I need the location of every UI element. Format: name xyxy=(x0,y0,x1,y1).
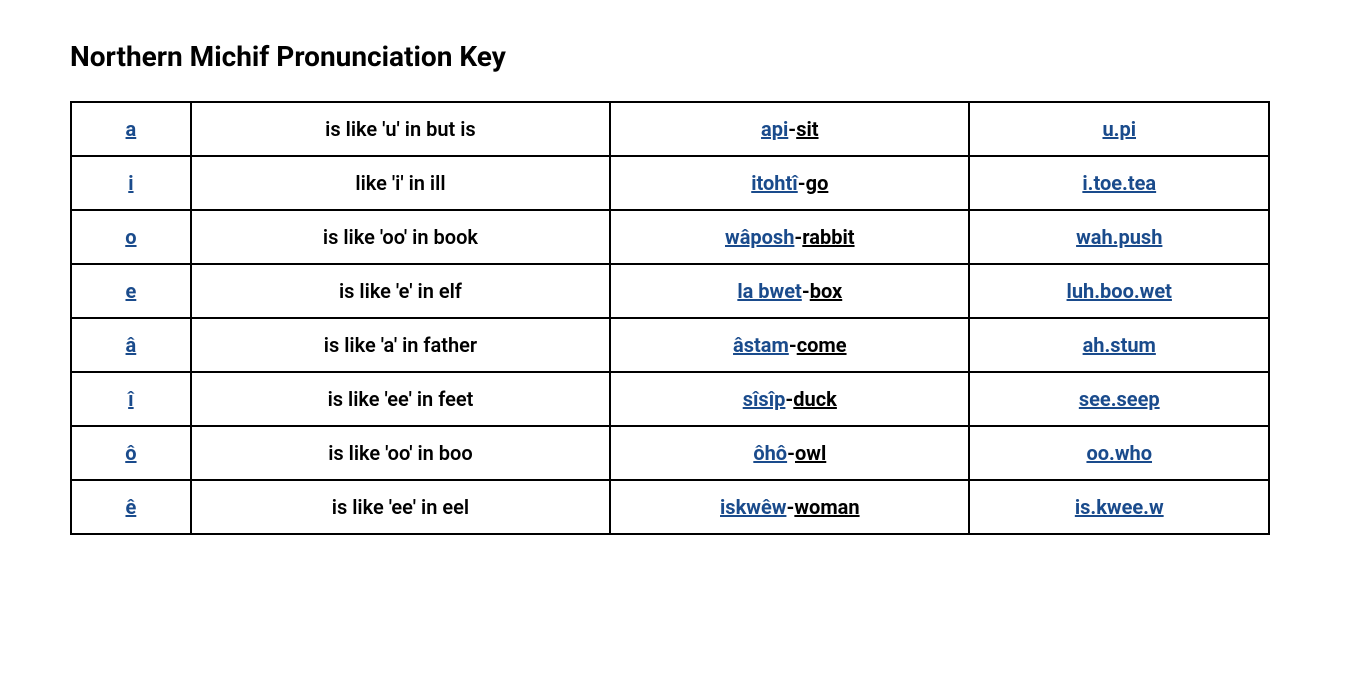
letter-cell: e xyxy=(71,264,191,318)
example-english: box xyxy=(810,279,843,303)
page-title: Northern Michif Pronunciation Key xyxy=(70,40,1276,73)
table-row: ôis like 'oo' in booôhô-owloo.who xyxy=(71,426,1269,480)
example-michif-link[interactable]: ôhô xyxy=(753,441,787,465)
pronunciation-table: ais like 'u' in but isapi-situ.pi ilike … xyxy=(70,101,1270,535)
example-michif-link[interactable]: âstam xyxy=(733,333,789,357)
table-row: ê is like 'ee' in eeliskwêw-woman is.kwee.… xyxy=(71,480,1269,534)
letter-cell: a xyxy=(71,102,191,156)
phonetic-cell: ah.stum xyxy=(969,318,1269,372)
example-michif-link[interactable]: itohtî xyxy=(751,171,798,195)
letter-link[interactable]: ê xyxy=(125,495,136,519)
example-english: duck xyxy=(793,387,837,411)
letter-link[interactable]: o xyxy=(125,225,136,249)
description-cell: is like 'ee' in feet xyxy=(191,372,610,426)
example-english: go xyxy=(806,171,829,195)
phonetic-link[interactable]: wah.push xyxy=(1076,225,1162,249)
letter-link[interactable]: î xyxy=(128,387,133,411)
phonetic-link[interactable]: oo.who xyxy=(1086,441,1152,465)
table-row: î is like 'ee' in feetsîsîp-duck see.seep xyxy=(71,372,1269,426)
example-separator: - xyxy=(802,279,810,303)
description-cell: like 'i' in ill xyxy=(191,156,610,210)
phonetic-link[interactable]: is.kwee.w xyxy=(1075,495,1164,519)
example-english: come xyxy=(797,333,847,357)
example-michif-link[interactable]: la bwet xyxy=(737,279,801,303)
phonetic-cell: wah.push xyxy=(969,210,1269,264)
letter-link[interactable]: a xyxy=(126,117,137,141)
table-row: o is like 'oo' in bookwâposh-rabbit wah.pu… xyxy=(71,210,1269,264)
letter-cell: ô xyxy=(71,426,191,480)
phonetic-link[interactable]: i.toe.tea xyxy=(1082,171,1156,195)
example-english: woman xyxy=(794,495,859,519)
table-row: âis like 'a' in fatherâstam-comeah.stum xyxy=(71,318,1269,372)
example-michif-link[interactable]: wâposh xyxy=(725,225,794,249)
letter-link[interactable]: i xyxy=(128,171,133,195)
phonetic-link[interactable]: u.pi xyxy=(1102,117,1136,141)
description-cell: is like 'ee' in eel xyxy=(191,480,610,534)
phonetic-cell: luh.boo.wet xyxy=(969,264,1269,318)
example-english: rabbit xyxy=(802,225,854,249)
letter-cell: o xyxy=(71,210,191,264)
example-separator: - xyxy=(789,333,797,357)
example-cell: api-sit xyxy=(610,102,969,156)
phonetic-cell: i.toe.tea xyxy=(969,156,1269,210)
description-cell: is like 'a' in father xyxy=(191,318,610,372)
table-row: ais like 'u' in but isapi-situ.pi xyxy=(71,102,1269,156)
letter-cell: â xyxy=(71,318,191,372)
example-cell: ôhô-owl xyxy=(610,426,969,480)
letter-cell: î xyxy=(71,372,191,426)
phonetic-cell: see.seep xyxy=(969,372,1269,426)
example-michif-link[interactable]: api xyxy=(761,117,788,141)
example-cell: la bwet-box xyxy=(610,264,969,318)
description-cell: is like 'oo' in book xyxy=(191,210,610,264)
table-row: eis like 'e' in elfla bwet-boxluh.boo.we… xyxy=(71,264,1269,318)
letter-link[interactable]: e xyxy=(125,279,136,303)
example-english: sit xyxy=(796,117,818,141)
letter-cell: ê xyxy=(71,480,191,534)
example-separator: - xyxy=(787,441,795,465)
example-separator: - xyxy=(788,117,796,141)
letter-link[interactable]: â xyxy=(126,333,137,357)
example-separator: - xyxy=(798,171,806,195)
phonetic-link[interactable]: ah.stum xyxy=(1083,333,1156,357)
example-cell: sîsîp-duck xyxy=(610,372,969,426)
letter-link[interactable]: ô xyxy=(125,441,136,465)
example-cell: iskwêw-woman xyxy=(610,480,969,534)
description-cell: is like 'oo' in boo xyxy=(191,426,610,480)
letter-cell: i xyxy=(71,156,191,210)
example-michif-link[interactable]: sîsîp xyxy=(743,387,786,411)
example-cell: âstam-come xyxy=(610,318,969,372)
phonetic-cell: u.pi xyxy=(969,102,1269,156)
phonetic-link[interactable]: luh.boo.wet xyxy=(1067,279,1172,303)
example-cell: itohtî-go xyxy=(610,156,969,210)
description-cell: is like 'e' in elf xyxy=(191,264,610,318)
phonetic-cell: is.kwee.w xyxy=(969,480,1269,534)
description-cell: is like 'u' in but is xyxy=(191,102,610,156)
example-english: owl xyxy=(795,441,826,465)
phonetic-link[interactable]: see.seep xyxy=(1079,387,1160,411)
example-michif-link[interactable]: iskwêw xyxy=(720,495,786,519)
table-row: ilike 'i' in illitohtî-goi.toe.tea xyxy=(71,156,1269,210)
example-cell: wâposh-rabbit xyxy=(610,210,969,264)
phonetic-cell: oo.who xyxy=(969,426,1269,480)
